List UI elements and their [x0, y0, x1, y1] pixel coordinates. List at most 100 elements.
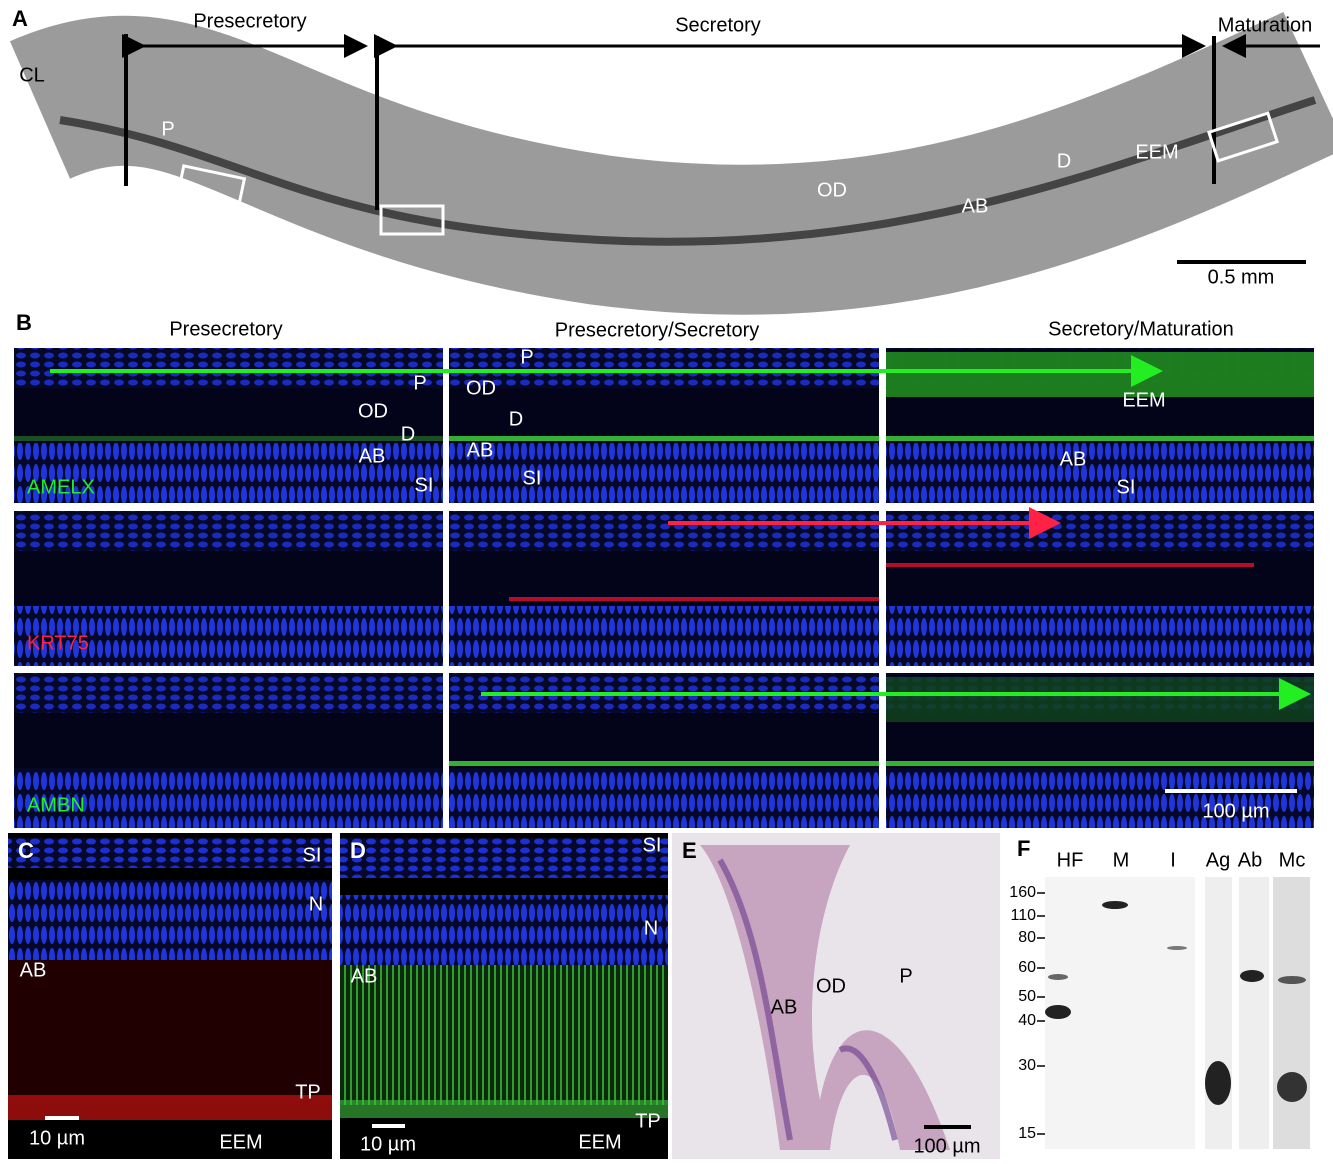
annotation: AB [359, 445, 386, 467]
annotation: CL [19, 64, 45, 86]
marker-label: AMELX [27, 476, 95, 498]
band [1045, 1005, 1071, 1019]
annotation: SI [523, 467, 542, 489]
stage-label: Presecretory [193, 10, 306, 32]
figure: A Presecretory Secretory Maturation CL P… [0, 0, 1333, 1159]
annotation: OD [466, 377, 496, 399]
annotation: EEM [1135, 141, 1178, 163]
annotation: TP [635, 1110, 661, 1132]
annotation: N [644, 917, 658, 939]
band [1277, 1072, 1307, 1102]
red-signal [886, 563, 1254, 567]
lane-label: Ag [1206, 849, 1230, 871]
nuclei [449, 511, 879, 551]
cytoplasm [8, 960, 332, 1100]
nuclei [886, 443, 1314, 503]
ladder-label: 30 [1018, 1057, 1036, 1074]
annotation: P [413, 372, 426, 394]
marker-label: AMBN [27, 794, 85, 816]
annotation: D [1057, 150, 1071, 172]
annotation: TP [295, 1081, 321, 1103]
lane-label: I [1170, 849, 1176, 871]
column-label: Secretory/Maturation [1048, 318, 1234, 340]
band [1102, 901, 1128, 909]
panel-label: D [350, 838, 366, 863]
annotation: SI [643, 834, 662, 856]
scale-bar-label: 0.5 mm [1208, 266, 1275, 288]
blot [1239, 877, 1269, 1149]
green-signal [14, 436, 443, 441]
green-signal [449, 436, 879, 441]
ladder-label: 50 [1018, 988, 1036, 1005]
scale-bar-label: 10 µm [360, 1133, 416, 1155]
blot [1205, 877, 1232, 1149]
ladder-label: 15 [1018, 1125, 1036, 1142]
green-signal [340, 965, 668, 1105]
ladder-label: 110 [1010, 907, 1036, 924]
annotation: EEM [1122, 389, 1165, 411]
nuclei [449, 768, 879, 828]
annotation: SI [303, 844, 322, 866]
annotation: OD [816, 975, 846, 997]
nuclei [340, 895, 668, 965]
stage-label: Secretory [675, 14, 761, 36]
lane-label: Mc [1279, 849, 1306, 871]
nuclei [8, 838, 332, 868]
annotation: EEM [219, 1131, 262, 1153]
panel-b: B Presecretory Presecretory/Secretory Se… [14, 310, 1314, 828]
nuclei [340, 838, 668, 878]
panel-d: D SI N AB TP EEM 10 µm [340, 833, 668, 1159]
stage-label: Maturation [1218, 14, 1313, 36]
annotation: AB [1060, 448, 1087, 470]
ladder-label: 40 [1018, 1012, 1036, 1029]
nuclei [449, 606, 879, 666]
panel-label: B [16, 310, 32, 335]
panel-a: A Presecretory Secretory Maturation CL P… [12, 6, 1320, 288]
band [1205, 1061, 1231, 1105]
lane-label: Ab [1238, 849, 1262, 871]
column-label: Presecretory/Secretory [555, 319, 760, 341]
lane-label: M [1113, 849, 1130, 871]
scale-bar-label: 100 µm [913, 1135, 980, 1157]
nuclei [14, 673, 443, 713]
band [1048, 974, 1068, 980]
nuclei [14, 511, 443, 551]
nuclei [8, 880, 332, 960]
panel-e: E AB OD P 100 µm [672, 833, 1000, 1159]
annotation: SI [1117, 476, 1136, 498]
panel-label: A [12, 6, 28, 31]
annotation: EEM [578, 1131, 621, 1153]
annotation: SI [415, 474, 434, 496]
scale-bar-label: 10 µm [29, 1127, 85, 1149]
panel-label: C [18, 838, 34, 863]
annotation: D [509, 408, 523, 430]
nuclei [14, 348, 443, 388]
green-signal [886, 677, 1314, 722]
annotation: OD [817, 179, 847, 201]
annotation: N [309, 893, 323, 915]
annotation: AB [771, 996, 798, 1018]
annotation: AB [467, 439, 494, 461]
band [1167, 946, 1187, 950]
annotation: OD [358, 400, 388, 422]
ladder-label: 60 [1018, 959, 1036, 976]
annotation: AB [962, 195, 989, 217]
column-label: Presecretory [169, 318, 282, 340]
green-signal [340, 1100, 668, 1118]
nuclei [449, 443, 879, 503]
annotation: P [161, 118, 174, 140]
ladder-label: 80 [1018, 929, 1036, 946]
nuclei [449, 348, 879, 388]
green-signal [886, 761, 1314, 766]
annotation: P [899, 965, 912, 987]
band [1240, 970, 1264, 982]
nuclei [886, 511, 1314, 551]
green-signal [886, 352, 1314, 397]
annotation: D [401, 423, 415, 445]
panel-c: C SI N AB TP EEM 10 µm [8, 833, 332, 1159]
green-signal [886, 436, 1314, 441]
band [1278, 976, 1306, 984]
ladder-label: 160 [1009, 884, 1036, 901]
annotation: AB [351, 965, 378, 987]
